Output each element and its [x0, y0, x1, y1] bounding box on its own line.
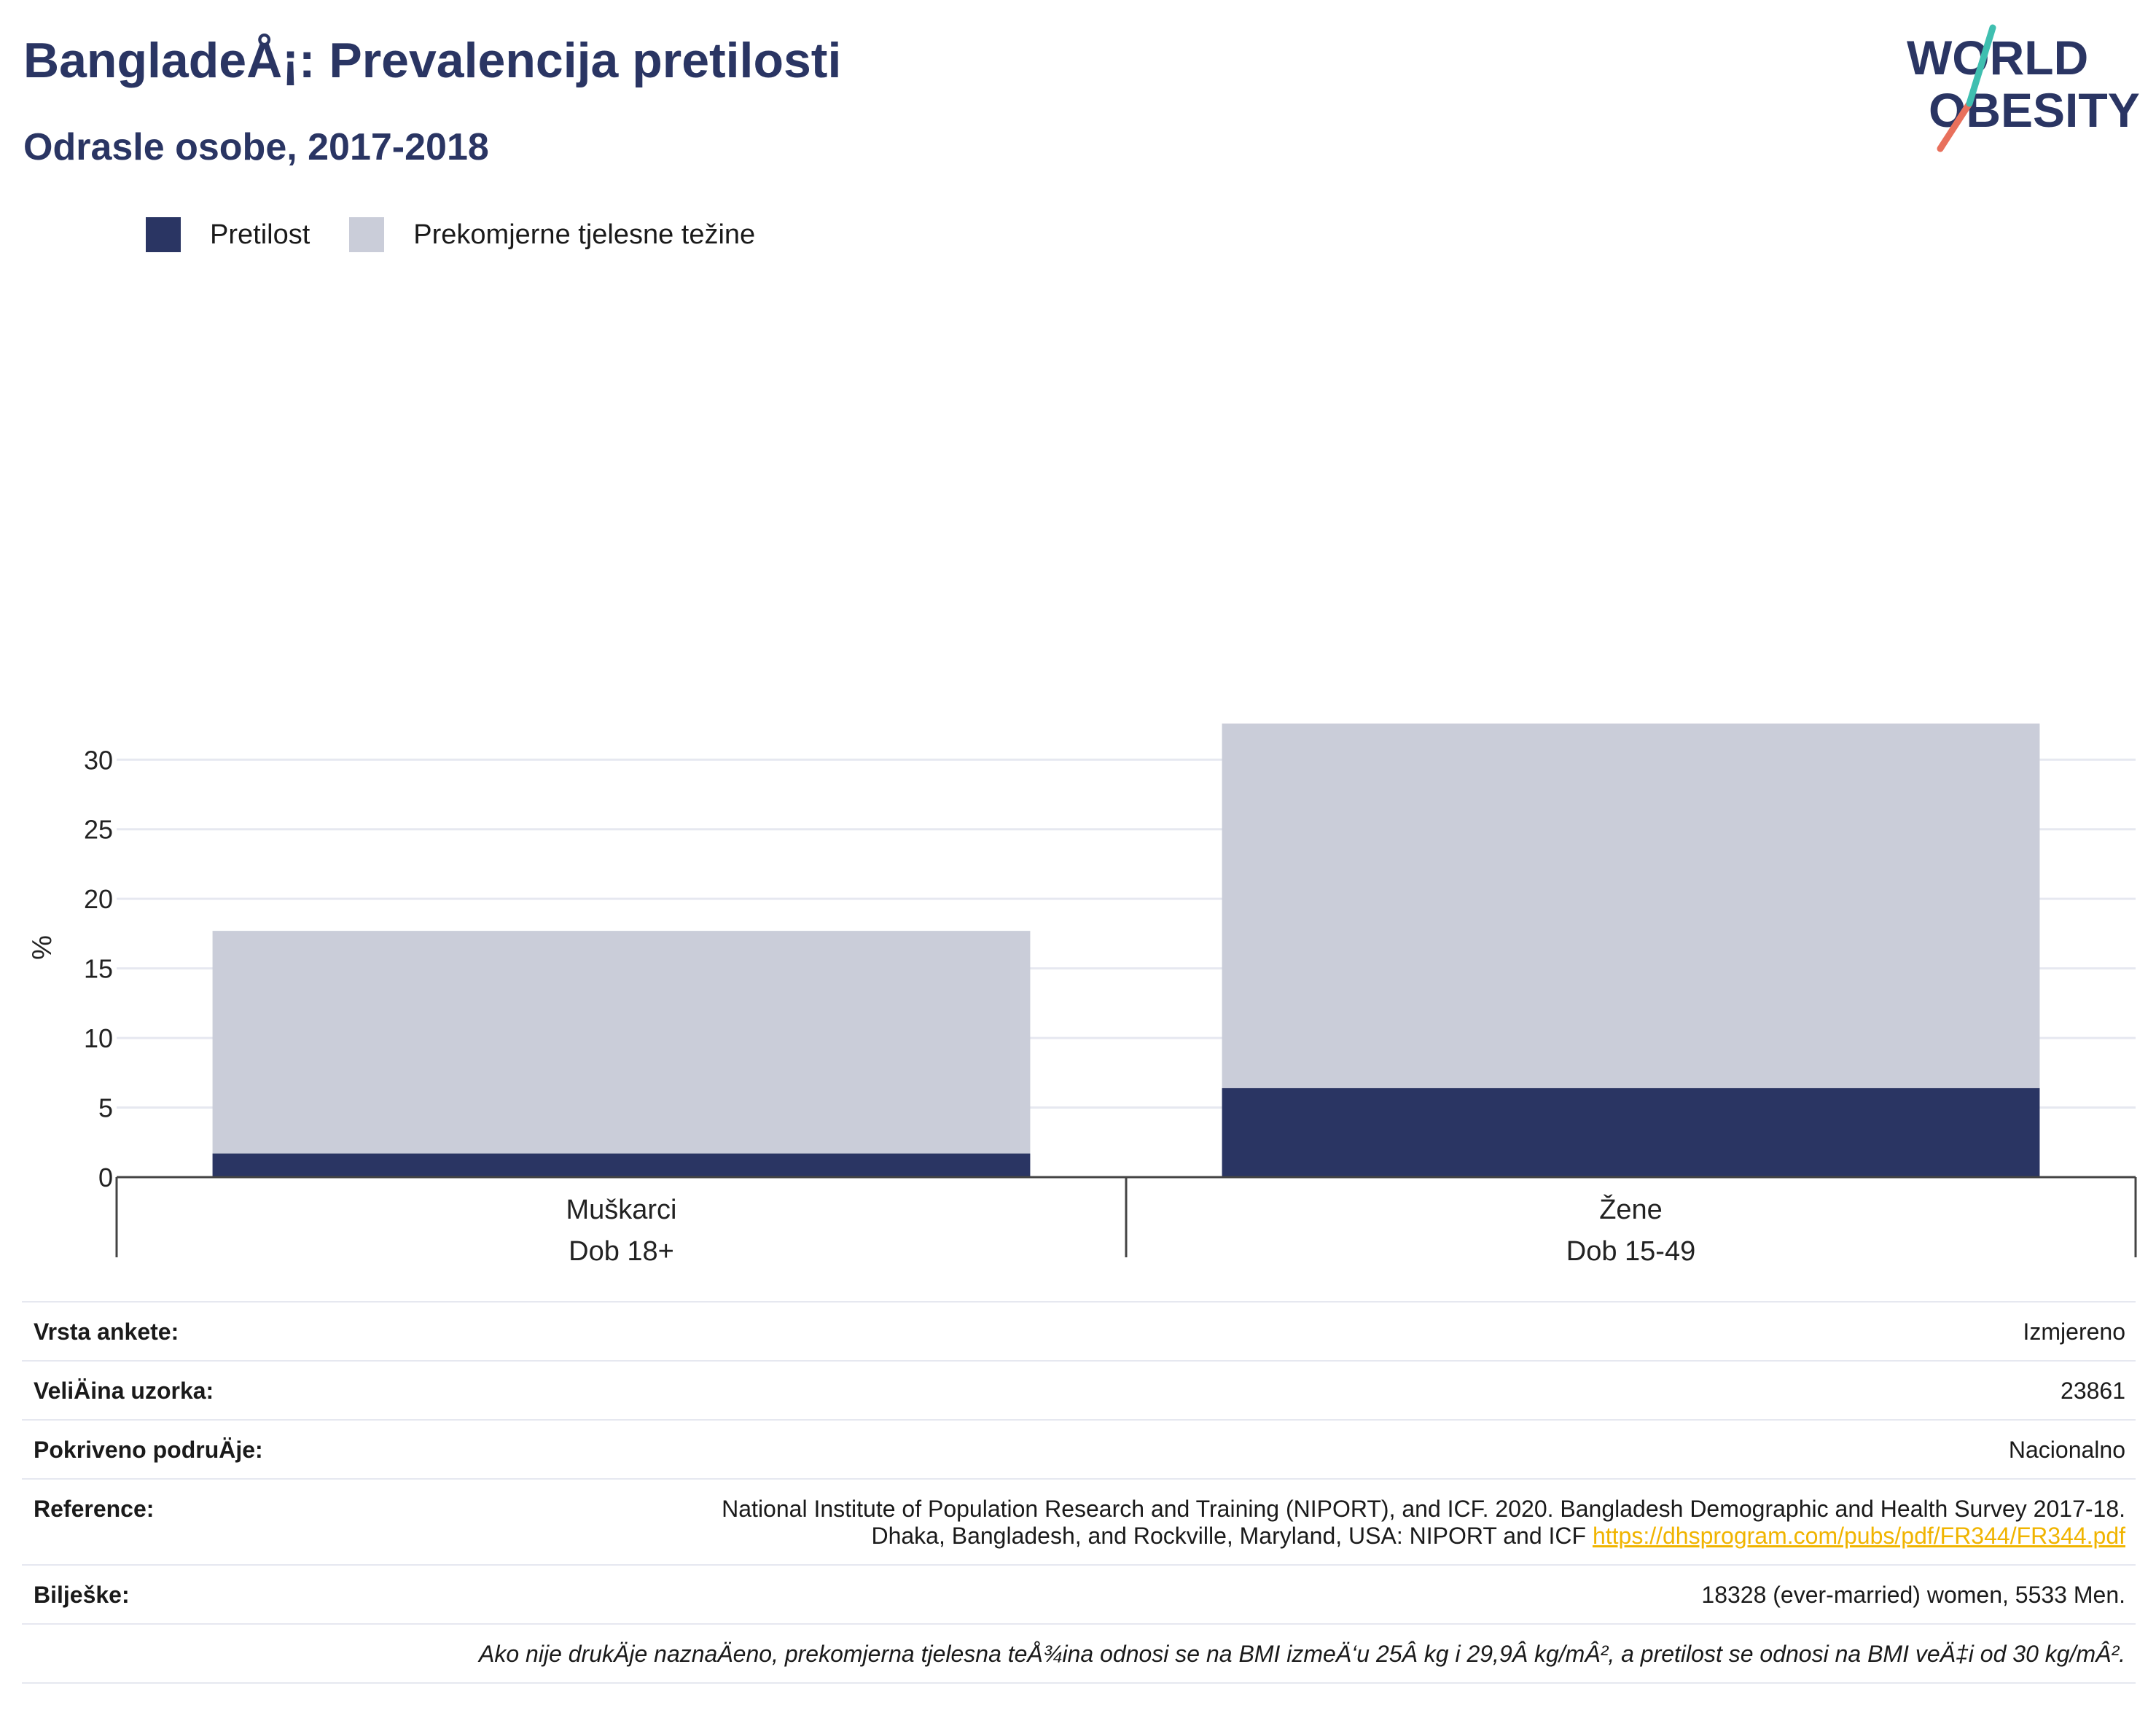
- world-obesity-logo: WORLD OBESITY: [1902, 22, 2143, 153]
- info-value: Nacionalno: [2009, 1437, 2125, 1464]
- reference-text-line2: Dhaka, Bangladesh, and Rockville, Maryla…: [871, 1523, 1593, 1549]
- y-tick-label: 0: [98, 1163, 113, 1192]
- info-value: Izmjereno: [2023, 1319, 2126, 1346]
- logo-word-world: WORLD: [1907, 31, 2088, 85]
- y-tick-label: 5: [98, 1093, 113, 1123]
- legend-item-obesity[interactable]: Pretilost: [146, 217, 310, 252]
- x-category-label: Žene: [1599, 1194, 1663, 1225]
- info-row-sample-size: VeliÄ ina uzorka: 23861: [22, 1360, 2136, 1419]
- x-category-label: Muškarci: [566, 1195, 676, 1225]
- reference-link[interactable]: https://dhsprogram.com/pubs/pdf/FR344/FR…: [1593, 1523, 2125, 1549]
- info-value: National Institute of Population Researc…: [722, 1496, 2125, 1550]
- legend-swatch-overweight: [349, 217, 384, 252]
- definition-footnote: Ako nije drukÄ je naznaÄ eno, prekomjern…: [22, 1623, 2136, 1684]
- info-label: Pokriveno podruÄ je:: [34, 1437, 263, 1464]
- y-tick-label: 10: [84, 1023, 113, 1053]
- info-label: Bilješke:: [34, 1582, 130, 1609]
- y-axis-label: %: [27, 935, 58, 960]
- legend-label-overweight: Prekomjerne tjelesne težine: [413, 219, 755, 251]
- info-row-reference: Reference: National Institute of Populat…: [22, 1478, 2136, 1564]
- y-tick-label: 25: [84, 815, 113, 845]
- info-row-notes: Bilješke: 18328 (ever-married) women, 55…: [22, 1564, 2136, 1623]
- legend-label-obesity: Pretilost: [210, 219, 310, 251]
- chart-legend: Pretilost Prekomjerne tjelesne težine: [146, 217, 794, 252]
- survey-info-table: Vrsta ankete: Izmjereno VeliÄ ina uzorka…: [22, 1301, 2136, 1684]
- chart-subtitle: Odrasle osobe, 2017-2018: [23, 125, 489, 169]
- legend-item-overweight[interactable]: Prekomjerne tjelesne težine: [349, 217, 755, 252]
- y-tick-label: 15: [84, 954, 113, 984]
- legend-swatch-obesity: [146, 217, 181, 252]
- stacked-bar-chart: 0 5 10 15 20 25 30% Muškarci Dob 18+ Žene Dob 15-4…: [0, 321, 2156, 1268]
- x-category-label: Dob 15-49: [1566, 1236, 1695, 1267]
- info-row-survey-type: Vrsta ankete: Izmjereno: [22, 1301, 2136, 1360]
- info-value: 23861: [2061, 1378, 2125, 1405]
- logo-word-obesity: OBESITY: [1929, 83, 2140, 137]
- info-row-coverage: Pokriveno podruÄ je: Nacionalno: [22, 1419, 2136, 1478]
- bar-obesity-1: [1222, 1088, 2040, 1177]
- y-tick-label: 30: [84, 745, 113, 775]
- bar-obesity-0: [213, 1154, 1031, 1177]
- y-tick-label: 20: [84, 884, 113, 914]
- reference-text-line1: National Institute of Population Researc…: [722, 1496, 2125, 1522]
- info-label: Reference:: [34, 1496, 154, 1523]
- info-label: VeliÄ ina uzorka:: [34, 1378, 214, 1405]
- bar-overweight-1: [1222, 724, 2040, 1088]
- chart-title: BangladeÅ¡: Prevalencija pretilosti: [23, 32, 841, 89]
- info-value: 18328 (ever-married) women, 5533 Men.: [1701, 1582, 2125, 1609]
- bar-overweight-0: [213, 931, 1031, 1153]
- x-category-label: Dob 18+: [569, 1236, 674, 1267]
- info-label: Vrsta ankete:: [34, 1319, 179, 1346]
